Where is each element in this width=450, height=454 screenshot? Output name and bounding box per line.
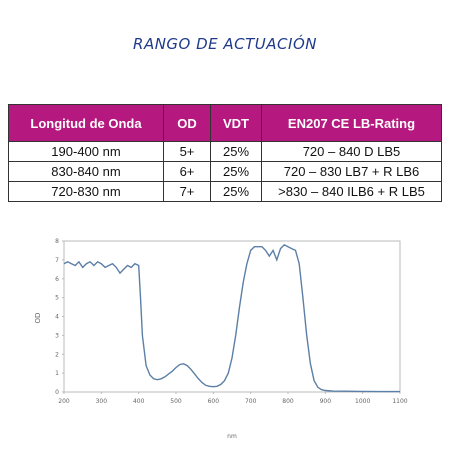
- table-row: 830-840 nm 6+ 25% 720 – 830 LB7 + R LB6: [8, 161, 442, 182]
- plot-frame: [63, 240, 401, 393]
- x-tick-label: 600: [208, 398, 220, 405]
- table-cell: 25%: [210, 161, 262, 182]
- x-axis-label: nm: [227, 433, 237, 440]
- y-tick-label: 7: [55, 257, 59, 264]
- spec-table: Longitud de Onda OD VDT EN207 CE LB-Rati…: [8, 104, 442, 202]
- page-title: RANGO DE ACTUACIÓN: [133, 35, 317, 53]
- table-cell: 25%: [210, 181, 262, 202]
- table-cell: 6+: [163, 161, 211, 182]
- y-tick-label: 4: [55, 314, 59, 321]
- y-tick-label: 3: [55, 332, 59, 339]
- table-cell: 5+: [163, 141, 211, 162]
- x-tick-label: 200: [58, 398, 70, 405]
- table-cell: 720-830 nm: [8, 181, 164, 202]
- header-od: OD: [163, 104, 211, 142]
- y-axis-label: OD: [34, 313, 42, 324]
- x-tick-label: 800: [282, 398, 294, 405]
- table-cell: 830-840 nm: [8, 161, 164, 182]
- y-tick-label: 6: [55, 276, 59, 283]
- y-tick-label: 8: [55, 238, 59, 245]
- table-cell: 720 – 840 D LB5: [261, 141, 442, 162]
- header-vdt: VDT: [210, 104, 262, 142]
- od-series-line: [63, 243, 400, 393]
- x-tick-label: 500: [170, 398, 182, 405]
- table-cell: 25%: [210, 141, 262, 162]
- y-tick-label: 0: [55, 389, 59, 396]
- x-tick-label: 300: [96, 398, 108, 405]
- table-cell: >830 – 840 ILB6 + R LB5: [261, 181, 442, 202]
- header-wavelength: Longitud de Onda: [8, 104, 164, 142]
- x-tick-label: 400: [133, 398, 145, 405]
- y-tick-label: 1: [55, 370, 59, 377]
- x-tick-label: 1100: [392, 398, 407, 405]
- table-row: 720-830 nm 7+ 25% >830 – 840 ILB6 + R LB…: [8, 181, 442, 202]
- y-tick-label: 5: [55, 295, 59, 302]
- od-chart-svg: 0 1 2 3 4 5 6 7 8 200 300 400 500 600 700 800 900 1000 11…: [34, 238, 408, 440]
- table-cell: 7+: [163, 181, 211, 202]
- x-tick-label: 700: [245, 398, 257, 405]
- table-cell: 190-400 nm: [8, 141, 164, 162]
- x-tick-label: 1000: [355, 398, 370, 405]
- header-rating: EN207 CE LB-Rating: [261, 104, 442, 142]
- table-cell: 720 – 830 LB7 + R LB6: [261, 161, 442, 182]
- x-tick-label: 900: [320, 398, 332, 405]
- table-header-row: Longitud de Onda OD VDT EN207 CE LB-Rati…: [8, 104, 442, 142]
- y-tick-label: 2: [55, 351, 59, 358]
- table-row: 190-400 nm 5+ 25% 720 – 840 D LB5: [8, 141, 442, 162]
- od-chart: 0 1 2 3 4 5 6 7 8 200 300 400 500 600 700 800 900 1000 11…: [0, 228, 450, 449]
